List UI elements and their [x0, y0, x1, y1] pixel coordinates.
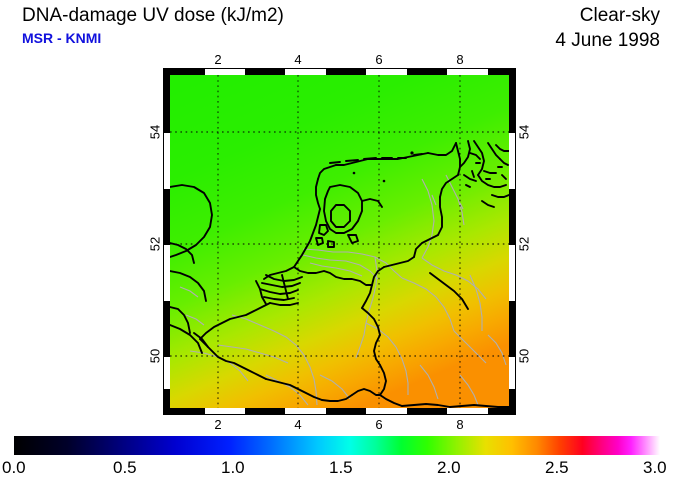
lon-tick-bottom-6: 6 — [375, 417, 383, 432]
page-title: DNA-damage UV dose (kJ/m2) — [22, 5, 284, 26]
graticule — [170, 75, 509, 408]
map-frame-top — [164, 69, 515, 75]
header: DNA-damage UV dose (kJ/m2) MSR - KNMI Cl… — [0, 0, 676, 56]
map-frame-right — [509, 69, 515, 414]
colorbar-tick-4: 2.0 — [437, 458, 461, 477]
map-frame-bottom — [164, 408, 515, 414]
lon-tick-top-2: 2 — [214, 52, 222, 67]
lon-tick-bottom-4: 4 — [294, 417, 302, 432]
lon-tick-top-6: 6 — [375, 52, 383, 67]
lon-tick-bottom-8: 8 — [456, 417, 464, 432]
colorbar-gradient — [14, 436, 660, 455]
lon-tick-top-4: 4 — [294, 52, 302, 67]
uv-dose-map — [163, 68, 516, 415]
colorbar-tick-0: 0.0 — [2, 458, 26, 477]
lon-tick-bottom-2: 2 — [214, 417, 222, 432]
colorbar-tick-3: 1.5 — [329, 458, 353, 477]
lat-tick-right-54: 54 — [516, 124, 532, 140]
lat-tick-left-52: 52 — [147, 236, 163, 252]
map-frame-left — [164, 69, 170, 414]
map-canvas — [170, 75, 509, 408]
map-geography — [170, 140, 509, 408]
colorbar-section: 0.0 0.5 1.0 1.5 2.0 2.5 3.0 — [0, 436, 676, 480]
colorbar-tick-2: 1.0 — [221, 458, 245, 477]
lat-tick-right-52: 52 — [516, 236, 532, 252]
lon-tick-top-8: 8 — [456, 52, 464, 67]
rivers-and-admin-lines — [179, 174, 507, 406]
colorbar-tick-1: 0.5 — [113, 458, 137, 477]
date-label: 4 June 1998 — [555, 30, 660, 51]
source-label: MSR - KNMI — [22, 30, 102, 46]
lat-tick-right-50: 50 — [516, 348, 532, 364]
map-outer-border — [163, 68, 516, 415]
colorbar-tick-6: 3.0 — [643, 458, 667, 477]
lat-tick-left-54: 54 — [147, 124, 163, 140]
lat-tick-left-50: 50 — [147, 348, 163, 364]
colorbar-tick-labels: 0.0 0.5 1.0 1.5 2.0 2.5 3.0 — [0, 458, 676, 480]
point-markers — [352, 151, 414, 183]
condition-label: Clear-sky — [579, 5, 660, 26]
colorbar-tick-5: 2.5 — [545, 458, 569, 477]
uv-dose-field — [170, 75, 509, 408]
